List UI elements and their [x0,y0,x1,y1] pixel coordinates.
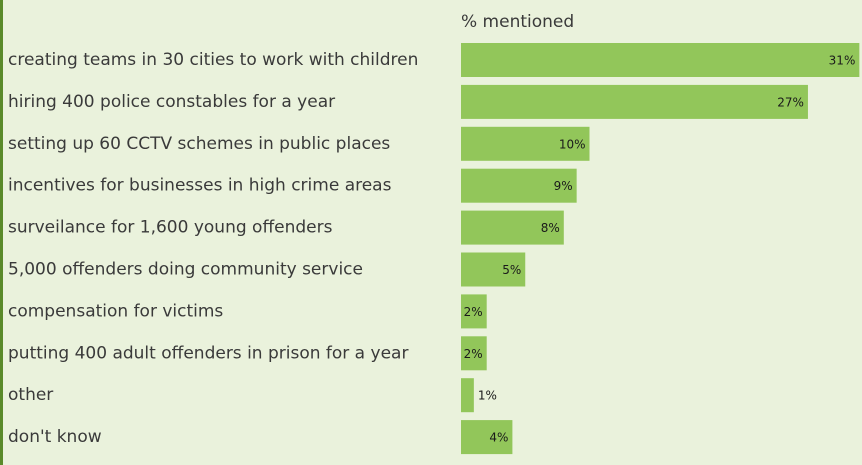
category-label: other [8,385,53,405]
bar [461,210,564,245]
category-label: surveilance for 1,600 young offenders [8,218,333,238]
category-label: don't know [8,427,102,447]
value-label: 9% [554,179,573,193]
bar [461,252,526,287]
value-label: 1% [478,389,497,403]
value-label: 10% [559,137,586,151]
value-label: 8% [541,221,560,235]
value-label: 2% [464,305,483,319]
category-label: compensation for victims [8,301,223,321]
value-label: 31% [829,54,856,68]
category-label: putting 400 adult offenders in prison fo… [8,343,408,363]
value-label: 4% [489,431,508,445]
value-label: 27% [777,95,804,109]
value-label: 2% [464,347,483,361]
bar [461,43,860,77]
bar [461,126,590,161]
category-label: hiring 400 police constables for a year [8,92,335,112]
bar [461,168,577,203]
category-label: 5,000 offenders doing community service [8,260,363,280]
category-label: incentives for businesses in high crime … [8,176,392,196]
category-label: setting up 60 CCTV schemes in public pla… [8,134,390,154]
bar [461,378,474,413]
bar [461,420,513,455]
bar [461,84,808,119]
axis-label: % mentioned [461,12,574,32]
value-label: 5% [502,263,521,277]
left-border [0,0,3,465]
bar [461,336,487,371]
bar [461,294,487,329]
category-label: creating teams in 30 cities to work with… [8,50,418,70]
